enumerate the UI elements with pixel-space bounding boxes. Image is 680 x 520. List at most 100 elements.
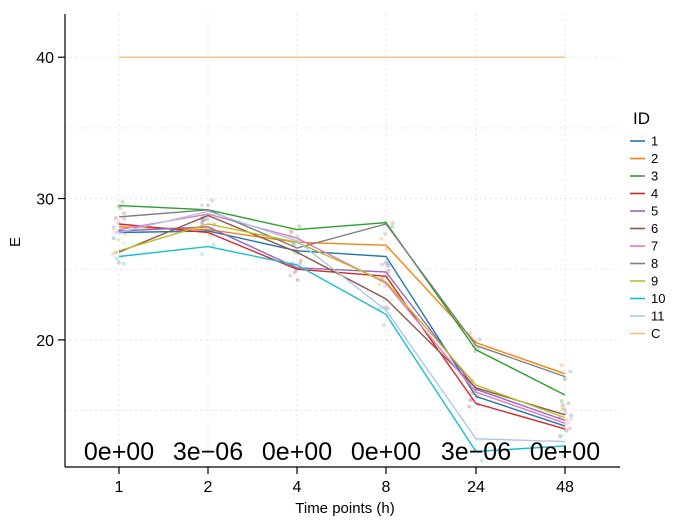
series-line-10 [118, 245, 566, 453]
data-point [113, 215, 118, 220]
data-point [383, 284, 388, 289]
data-point [561, 454, 566, 459]
data-point [478, 438, 483, 443]
data-point [291, 242, 296, 247]
legend-label: 4 [651, 186, 658, 201]
legend-label: 3 [651, 169, 658, 184]
legend-label: 11 [651, 309, 665, 324]
data-point [468, 331, 473, 336]
data-point [562, 377, 567, 382]
legend: ID 1 2 3 4 5 6 7 8 9 10 11 C [630, 109, 665, 341]
data-point [558, 434, 563, 439]
series-line-7 [118, 213, 566, 424]
data-point [377, 282, 382, 287]
p-value-label: 0e+00 [262, 438, 332, 466]
data-point [121, 261, 126, 266]
data-point [200, 252, 205, 257]
data-point [200, 203, 205, 208]
data-point [211, 243, 216, 248]
data-point [567, 426, 572, 431]
data-point [121, 241, 126, 246]
x-axis-title: Time points (h) [295, 500, 394, 517]
x-tick-label: 24 [467, 479, 485, 496]
data-point [210, 198, 215, 203]
data-point [559, 363, 564, 368]
data-point [292, 270, 297, 275]
p-value-annotations: 0e+00 3e−06 0e+00 0e+00 3e−06 0e+00 [84, 438, 600, 466]
data-point [568, 369, 573, 374]
data-point [390, 224, 395, 229]
p-value-label: 3e−06 [441, 438, 511, 466]
data-point [564, 428, 569, 433]
legend-label: 7 [651, 239, 658, 254]
x-tick-label: 2 [204, 479, 213, 496]
p-value-label: 3e−06 [173, 438, 243, 466]
legend-label: 8 [651, 256, 658, 271]
x-tick-label: 1 [115, 479, 124, 496]
data-point [477, 337, 482, 342]
data-point [297, 261, 302, 266]
legend-title: ID [633, 109, 650, 128]
legend-label: 2 [651, 151, 658, 166]
data-point [288, 229, 293, 234]
y-tick-label: 30 [36, 192, 54, 209]
series-line-4 [118, 223, 566, 430]
data-point [295, 277, 300, 282]
data-point [120, 200, 125, 205]
series-line-5 [118, 226, 566, 422]
data-point [386, 264, 391, 269]
series-line-3 [118, 204, 566, 396]
p-value-label: 0e+00 [530, 438, 600, 466]
x-ticks: 1 2 4 8 24 48 [115, 467, 574, 496]
data-point [379, 237, 384, 242]
series-line-11 [118, 210, 566, 443]
series-line-6 [118, 214, 566, 416]
data-point [205, 203, 210, 208]
legend-label: 9 [651, 274, 658, 289]
data-point [564, 429, 569, 434]
data-point [118, 205, 123, 210]
data-point [299, 258, 304, 263]
x-tick-label: 8 [382, 479, 391, 496]
data-point [468, 398, 473, 403]
legend-label: 10 [651, 291, 665, 306]
data-point [569, 413, 574, 418]
data-point [561, 450, 566, 455]
data-point [288, 273, 293, 278]
data-point [200, 218, 205, 223]
data-point [113, 250, 118, 255]
data-point [200, 220, 205, 225]
data-point [562, 407, 567, 412]
series-lines [118, 56, 566, 453]
data-point [479, 458, 484, 463]
data-point [560, 403, 565, 408]
data-point [116, 260, 121, 265]
data-point [560, 406, 565, 411]
data-point [383, 231, 388, 236]
legend-label: 1 [651, 134, 658, 149]
data-point [390, 220, 395, 225]
x-tick-label: 4 [293, 479, 302, 496]
data-point [111, 225, 116, 230]
data-point [122, 211, 127, 216]
data-point [113, 230, 118, 235]
data-point [110, 251, 115, 256]
p-value-label: 0e+00 [84, 438, 154, 466]
legend-label: 6 [651, 221, 658, 236]
data-point [568, 417, 573, 422]
data-point [564, 417, 569, 422]
data-point [565, 421, 570, 426]
data-point [389, 298, 394, 303]
data-point [557, 434, 562, 439]
y-ticks: 20 30 40 [36, 50, 65, 350]
data-point [116, 237, 121, 242]
y-axis-title: E [7, 237, 24, 247]
x-tick-label: 48 [556, 479, 574, 496]
y-tick-label: 20 [36, 333, 54, 350]
data-point [566, 401, 571, 406]
data-point [111, 236, 116, 241]
data-point [385, 306, 390, 311]
data-point [386, 268, 391, 273]
legend-label: 5 [651, 204, 658, 219]
p-value-label: 0e+00 [351, 438, 421, 466]
